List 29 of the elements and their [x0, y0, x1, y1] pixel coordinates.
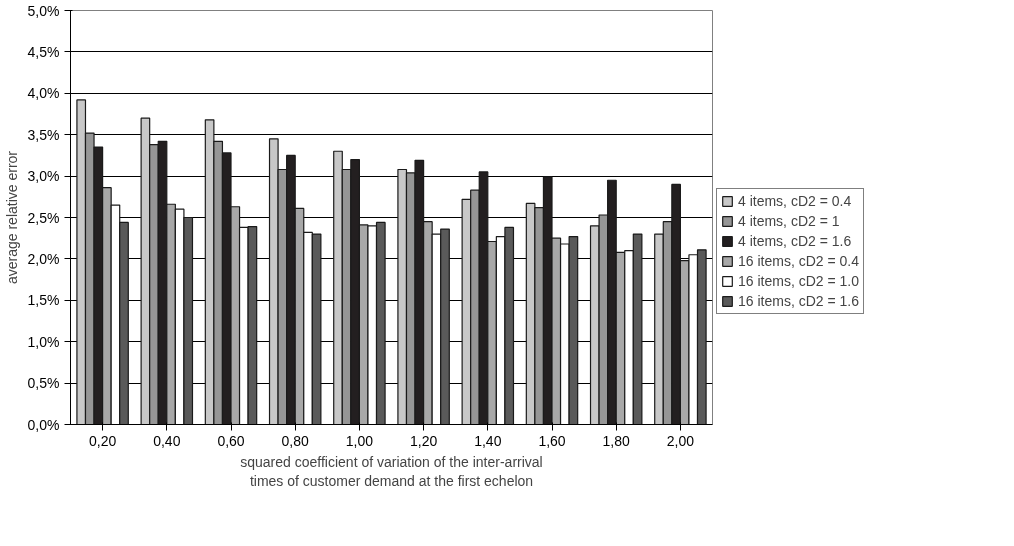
y-tick-label: 2,5% [27, 209, 60, 226]
x-tick-label: 0,40 [153, 432, 181, 449]
x-tick-label: 1,60 [538, 432, 566, 449]
legend-label: 16 items, cD2 = 1.6 [738, 293, 860, 309]
x-tick-label: 1,20 [409, 432, 438, 449]
y-axis-title: average relative error [3, 150, 20, 285]
y-tick-label: 0,0% [27, 416, 60, 433]
y-tick-label: 4,0% [27, 85, 60, 102]
y-tick-label: 2,0% [27, 250, 60, 267]
x-tick-label: 1,00 [345, 432, 374, 449]
x-tick-label: 1,80 [602, 432, 631, 449]
x-tick-label: 0,20 [88, 432, 117, 449]
legend-label: 4 items, cD2 = 1 [738, 213, 840, 229]
x-tick-label: 1,40 [474, 432, 502, 449]
x-axis-title: squared coefficient of variation of the inter-arrival times of customer demand at the first echelon [240, 453, 543, 489]
y-tick-label: 1,0% [27, 333, 60, 350]
y-tick-label: 4,5% [27, 43, 60, 60]
legend-label: 4 items, cD2 = 1.6 [738, 233, 852, 249]
y-tick-label: 1,5% [27, 292, 60, 309]
x-tick-label: 0,80 [281, 432, 310, 449]
x-tick-label: 0,60 [217, 432, 245, 449]
x-tick-label: 2,00 [666, 432, 695, 449]
legend-label: 4 items, cD2 = 0.4 [738, 193, 852, 209]
y-tick-label: 5,0% [27, 2, 60, 19]
y-tick-label: 3,0% [27, 168, 60, 185]
legend-label: 16 items, cD2 = 0.4 [738, 253, 860, 269]
legend-label: 16 items, cD2 = 1.0 [738, 273, 860, 289]
y-tick-label: 3,5% [27, 126, 60, 143]
y-tick-label: 0,5% [27, 375, 60, 392]
